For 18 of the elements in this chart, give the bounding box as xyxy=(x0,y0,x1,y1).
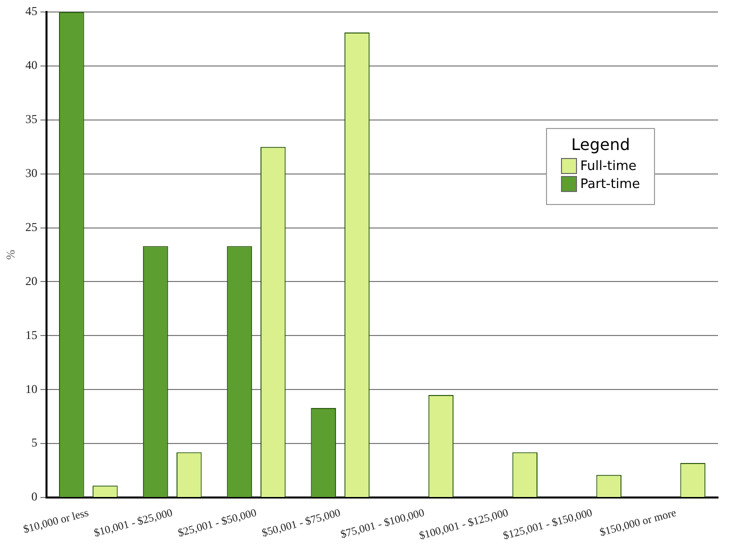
y-tick-label: 25 xyxy=(25,220,38,234)
x-tick-label: $25,001 - $50,000 xyxy=(176,506,258,540)
y-tick-label: 30 xyxy=(25,166,38,180)
y-tick-label: 45 xyxy=(25,4,38,18)
x-tick-label: $10,000 or less xyxy=(22,507,90,536)
legend-label: Full-time xyxy=(580,158,637,174)
y-tick-label: 5 xyxy=(31,436,38,450)
y-tick-label: 10 xyxy=(25,382,38,396)
y-tick-label: 35 xyxy=(25,112,38,126)
y-tick-label: 20 xyxy=(25,274,38,288)
x-tick-label: $10,001 - $25,000 xyxy=(92,506,174,540)
legend-title: Legend xyxy=(570,135,632,154)
y-tick-label: 0 xyxy=(31,490,38,504)
y-tick-label: 15 xyxy=(25,328,38,342)
y-axis-title: % xyxy=(3,250,18,260)
x-tick-label: $150,000 or more xyxy=(598,506,678,539)
legend-label: Part-time xyxy=(580,176,640,192)
y-tick-label: 40 xyxy=(25,58,38,72)
